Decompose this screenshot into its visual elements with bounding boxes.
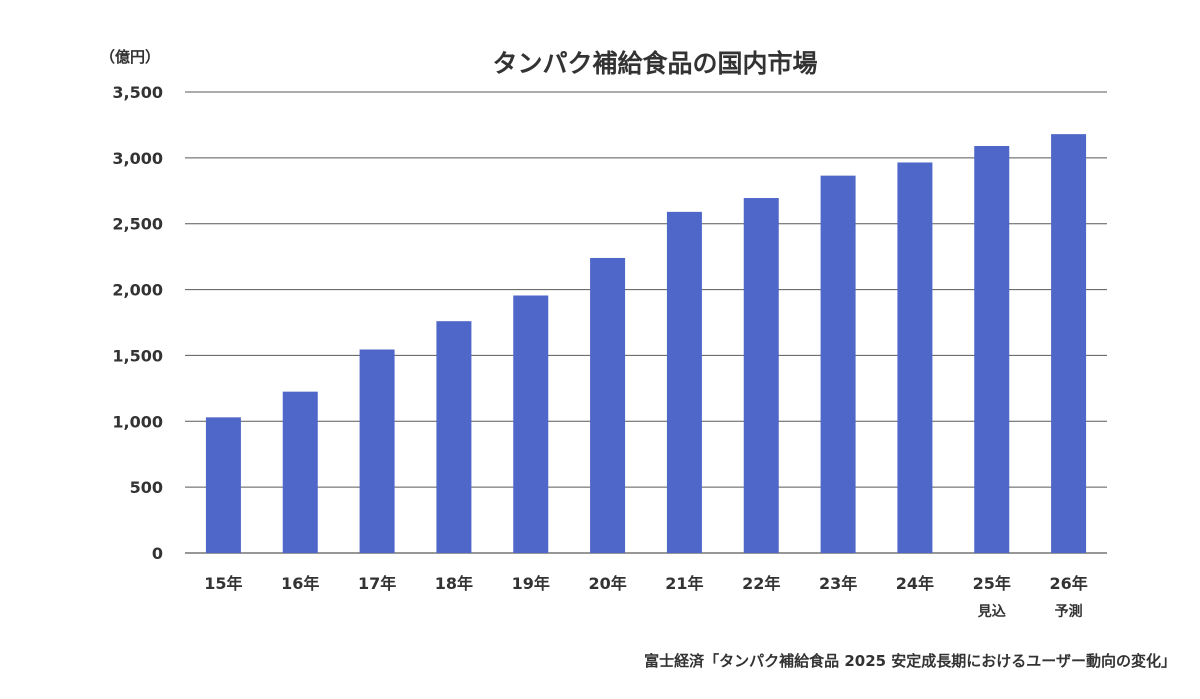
x-tick-label: 25年 bbox=[973, 574, 1011, 593]
y-tick-label: 1,500 bbox=[112, 346, 163, 365]
x-tick-label: 20年 bbox=[588, 574, 626, 593]
bar bbox=[743, 198, 779, 553]
bar bbox=[897, 162, 933, 553]
bar bbox=[1051, 134, 1087, 554]
x-tick-label: 22年 bbox=[742, 574, 780, 593]
bars bbox=[205, 134, 1087, 554]
x-tick-label: 21年 bbox=[665, 574, 703, 593]
bar bbox=[513, 295, 549, 553]
source-note: 富士経済「タンパク補給食品 2025 安定成長期におけるユーザー動向の変化」 bbox=[644, 652, 1176, 670]
x-tick-label: 15年 bbox=[204, 574, 242, 593]
bar bbox=[590, 257, 626, 553]
y-tick-label: 2,000 bbox=[112, 281, 163, 300]
x-tick-label: 18年 bbox=[435, 574, 473, 593]
y-tick-label: 1,000 bbox=[112, 412, 163, 431]
y-tick-label: 3,500 bbox=[112, 83, 163, 102]
y-tick-label: 3,000 bbox=[112, 149, 163, 168]
x-tick-label: 26年 bbox=[1049, 574, 1087, 593]
x-tick-sublabel: 予測 bbox=[1055, 603, 1083, 620]
chart-title: タンパク補給食品の国内市場 bbox=[492, 49, 817, 78]
bar bbox=[974, 146, 1010, 553]
bar bbox=[205, 417, 241, 553]
x-tick-label: 23年 bbox=[819, 574, 857, 593]
bar bbox=[436, 321, 472, 553]
bar bbox=[282, 391, 318, 553]
y-axis-unit-label: （億円） bbox=[100, 48, 160, 66]
y-tick-label: 0 bbox=[152, 544, 163, 563]
x-tick-sublabel: 見込 bbox=[977, 603, 1006, 620]
x-tick-label: 17年 bbox=[358, 574, 396, 593]
bar bbox=[820, 175, 856, 554]
y-tick-label: 2,500 bbox=[112, 215, 163, 234]
bar bbox=[666, 211, 702, 554]
bar bbox=[359, 349, 395, 553]
gridlines bbox=[185, 91, 1107, 554]
x-tick-label: 16年 bbox=[281, 574, 319, 593]
x-tick-label: 24年 bbox=[896, 574, 934, 593]
x-tick-label: 19年 bbox=[512, 574, 550, 593]
y-tick-label: 500 bbox=[130, 478, 163, 497]
y-axis-ticks: 0 500 1,000 1,500 2,000 2,500 3,000 3,500 bbox=[112, 83, 163, 563]
